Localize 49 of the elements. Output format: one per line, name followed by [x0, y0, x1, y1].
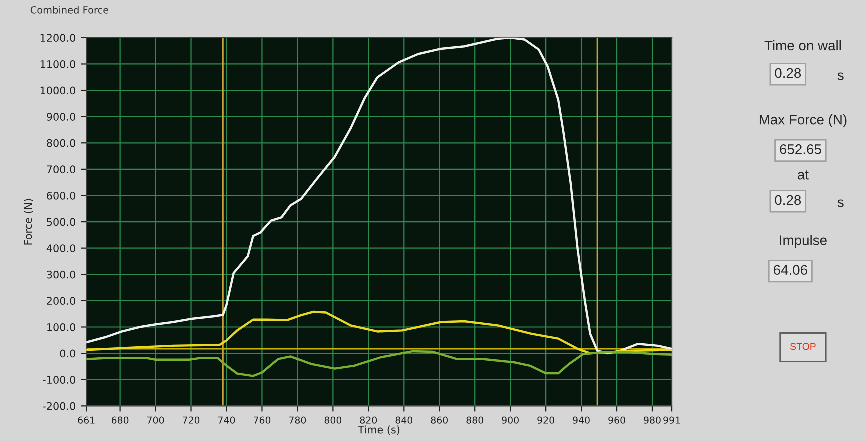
- y-tick-label: -200.0: [43, 402, 76, 410]
- x-tick-label: 680: [112, 416, 129, 424]
- text: 0.28: [775, 68, 802, 78]
- line-series: [86, 310, 672, 355]
- x-tick-label: 720: [183, 416, 200, 424]
- x-tick-label: 780: [289, 416, 306, 424]
- text: 0.28: [775, 195, 802, 206]
- y-axis-title: Force (N): [24, 199, 34, 245]
- x-tick-label: 960: [608, 416, 626, 424]
- y-tick-label: 600.0: [47, 192, 76, 200]
- text: Max Force (N): [760, 114, 847, 128]
- y-tick-label: 900.0: [47, 113, 76, 121]
- x-tick-label: 980: [644, 416, 661, 424]
- x-tick-label: 940: [573, 416, 590, 424]
- y-tick-label: -100.0: [43, 376, 76, 384]
- text: s: [838, 200, 844, 208]
- y-tick-label: 1200.0: [40, 34, 76, 42]
- x-tick-label: 900: [502, 416, 519, 424]
- y-tick-label: 300.0: [47, 270, 76, 279]
- text: s: [838, 72, 844, 80]
- y-tick-label: 0.0: [60, 350, 76, 358]
- text: 64.06: [774, 265, 808, 276]
- x-tick-label: 740: [218, 416, 236, 424]
- x-tick-label: 700: [148, 416, 164, 424]
- y-tick-label: 100.0: [48, 323, 76, 332]
- x-axis-title: Time (s): [358, 426, 400, 436]
- x-tick-label: 840: [396, 416, 413, 424]
- y-tick-label: 1000.0: [40, 86, 76, 95]
- x-tick-label: 880: [466, 416, 484, 424]
- x-tick-label: 820: [360, 416, 378, 424]
- y-tick-label: 400.0: [46, 244, 76, 252]
- x-tick-label: 860: [431, 416, 448, 424]
- x-tick-label: 661: [78, 416, 95, 424]
- text: Impulse: [780, 235, 827, 248]
- y-tick-label: 700.0: [47, 166, 76, 174]
- y-tick-label: 800.0: [47, 139, 76, 148]
- y-tick-label: 1100.0: [40, 60, 76, 68]
- text: 652.65: [780, 144, 822, 154]
- x-tick-label: 760: [254, 416, 271, 424]
- text: at: [798, 170, 809, 180]
- line-series: [86, 350, 672, 378]
- text: Time on wall: [764, 40, 842, 51]
- text: STOP: [790, 343, 816, 350]
- x-tick-label: 800: [324, 416, 342, 424]
- x-tick-label: 991: [664, 416, 680, 424]
- chart-title: Combined Force: [30, 6, 109, 14]
- y-tick-label: 200.0: [47, 297, 76, 306]
- x-tick-label: 920: [538, 416, 554, 424]
- y-tick-label: 500.0: [47, 218, 76, 226]
